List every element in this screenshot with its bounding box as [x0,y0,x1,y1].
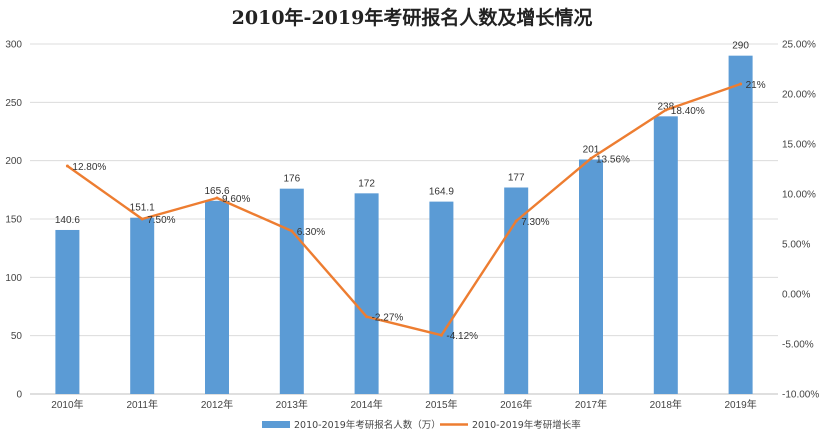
left-axis-tick-label: 250 [5,98,22,109]
category-tick-label: 2015年 [425,398,457,411]
right-axis-tick-label: -5.00% [782,340,814,351]
bar-data-label: 177 [508,173,525,184]
line-data-label: 7.30% [521,217,549,228]
category-tick-label: 2011年 [126,398,158,411]
line-point [365,315,369,319]
line-point [290,229,294,233]
category-tick-label: 2017年 [575,398,607,411]
left-axis-ticks: 0 50 100 150 200 250 300 [5,40,22,401]
left-axis-tick-label: 100 [5,273,22,284]
legend-entry-bar: 2010-2019年考研报名人数（万） [294,419,441,431]
line-data-label: 18.40% [671,106,705,117]
bar-data-label: 290 [732,41,749,52]
category-axis-ticks: 2010年 2011年 2012年 2013年 2014年 2015年 2016年 2017年… [51,398,756,411]
line-data-label: 12.80% [72,162,106,173]
bar [429,201,454,394]
bar-data-label: 238 [657,101,674,112]
left-axis-tick-label: 0 [16,390,22,401]
line-data-labels: 12.80% 7.50% 9.60% 6.30% -2.27% -4.12% 7.30% 13… [72,80,765,342]
category-tick-label: 2019年 [724,398,756,411]
left-axis-tick-label: 50 [11,331,23,342]
right-axis-tick-label: 0.00% [782,290,810,301]
bar [653,116,678,394]
bar-data-label: 164.9 [429,187,454,198]
right-axis-tick-label: -10.00% [782,390,819,401]
left-axis-tick-label: 150 [5,215,22,226]
line-data-label: 6.30% [297,227,325,238]
bar-data-label: 201 [583,145,600,156]
left-axis-tick-label: 300 [5,40,22,51]
bar-data-label: 151.1 [130,203,155,214]
line-point [439,333,443,337]
category-tick-label: 2016年 [500,398,532,411]
line-point [664,108,668,112]
category-tick-label: 2010年 [51,398,83,411]
category-tick-label: 2018年 [650,398,682,411]
line-point [140,217,144,221]
line-data-label: 9.60% [222,194,250,205]
bar-data-labels: 140.6 151.1 165.6 176 172 164.9 177 201 238 290 [55,41,749,226]
bar-data-label: 172 [358,178,375,189]
line-point [589,156,593,160]
legend-entry-line: 2010-2019年考研增长率 [472,419,581,431]
right-axis-tick-label: 5.00% [782,240,810,251]
right-axis-tick-label: 10.00% [782,190,816,201]
growth-rate-line [66,82,741,337]
right-axis-tick-label: 15.00% [782,140,816,151]
category-tick-label: 2013年 [276,398,308,411]
left-axis-tick-label: 200 [5,156,22,167]
bar-data-label: 176 [283,174,300,185]
line-point [739,82,743,86]
bar [354,193,379,394]
line-data-label: 7.50% [147,215,175,226]
right-axis-tick-label: 20.00% [782,90,816,101]
line-data-label: 13.56% [596,154,630,165]
bar [728,55,753,395]
line-point [65,164,69,168]
bar-series [55,55,753,395]
legend: 2010-2019年考研报名人数（万） 2010-2019年考研增长率 [262,419,581,431]
bar [579,159,603,394]
legend-swatch-bar [262,421,290,428]
right-axis-tick-label: 25.00% [782,40,816,51]
category-tick-label: 2012年 [201,398,233,411]
bar [130,217,155,394]
bar [279,188,304,394]
bar [55,229,80,394]
bar-data-label: 140.6 [55,215,80,226]
category-tick-label: 2014年 [350,398,382,411]
line-data-label: 21% [746,80,766,91]
line-point [215,196,219,200]
bar [205,200,229,394]
bar-data-label: 165.6 [204,186,229,197]
chart-title: 2010年-2019年考研报名人数及增长情况 [232,6,593,29]
line-series [65,82,743,337]
line-data-label: -2.27% [372,313,404,324]
line-data-label: -4.12% [446,331,478,342]
line-point [514,219,518,223]
gridlines [30,43,778,395]
right-axis-ticks: -10.00% -5.00% 0.00% 5.00% 10.00% 15.00% 20.00… [782,40,819,401]
